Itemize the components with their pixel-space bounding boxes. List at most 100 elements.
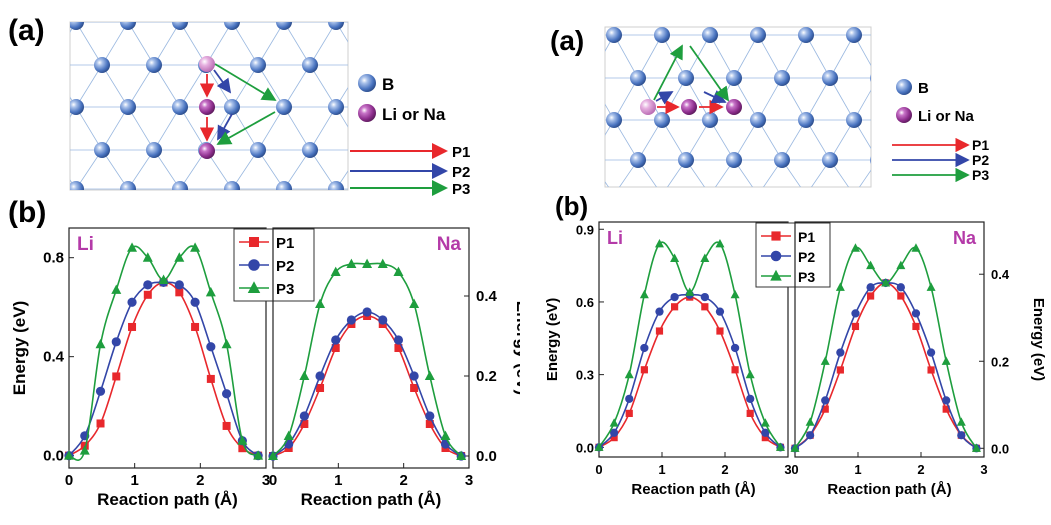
x-tick-label: 1 — [130, 472, 138, 489]
lattice-bond — [805, 77, 831, 121]
lattice-bond — [231, 64, 259, 108]
data-point — [96, 419, 105, 428]
x-tick-label: 0 — [269, 472, 277, 489]
path-legend-label: P2 — [452, 164, 470, 181]
element-label: Li — [607, 228, 623, 248]
boron-atom-icon — [16, 181, 32, 197]
path-arrow-icon — [213, 69, 232, 94]
data-point — [866, 283, 875, 292]
data-point — [609, 428, 619, 437]
path-legend-label: P1 — [972, 137, 989, 153]
figure-right-svg: (a) B Li or Na P1 P2 P3 (b) 0 1 2 3 0.0 0.3 0.… — [544, 25, 1047, 498]
data-point — [700, 292, 709, 302]
data-point — [315, 298, 326, 308]
y-tick-label: 0.0 — [43, 448, 64, 465]
atom-legend-label: B — [918, 80, 929, 97]
path-arrow-icon — [655, 91, 674, 105]
boron-atom-icon — [406, 57, 422, 73]
lattice-bond — [335, 22, 348, 43]
boron-atom-icon — [276, 99, 292, 115]
boron-atom-icon — [702, 112, 718, 128]
data-point — [205, 286, 216, 297]
lattice-bond — [805, 34, 831, 79]
lattice-bond — [637, 34, 663, 79]
data-point — [191, 322, 200, 331]
boron-atom-icon — [846, 27, 862, 43]
lattice-bond — [179, 106, 207, 151]
data-point — [190, 242, 201, 252]
data-point — [640, 343, 649, 353]
data-point — [745, 369, 755, 379]
x-tick-label: 0 — [791, 462, 798, 477]
data-point — [625, 394, 634, 403]
data-point — [316, 384, 325, 392]
data-point — [95, 386, 106, 396]
plot-frame — [794, 221, 985, 458]
data-point — [655, 327, 664, 335]
lattice-bond — [101, 106, 129, 151]
path-legend: P1 P2 P3 — [892, 137, 989, 183]
boron-atom-icon — [606, 27, 622, 43]
data-point — [222, 421, 231, 430]
data-point — [378, 315, 388, 325]
data-point — [112, 372, 121, 381]
lattice-bond — [309, 106, 337, 151]
boron-atom-icon — [120, 22, 136, 30]
lattice-bond — [283, 106, 311, 151]
legend-label: P2 — [276, 258, 294, 275]
data-point — [761, 428, 770, 437]
lattice-bond — [853, 34, 871, 67]
data-point — [440, 430, 451, 440]
boron-atom-icon — [276, 181, 292, 190]
lattice-bond — [153, 106, 181, 151]
lattice-bond — [853, 89, 871, 121]
boron-atom-icon — [630, 70, 646, 86]
path-arrow-icon — [653, 44, 683, 101]
panel-b-label: (b) — [555, 191, 588, 221]
data-point — [128, 322, 137, 331]
data-point — [221, 338, 232, 349]
data-point — [731, 366, 739, 374]
lattice-bond — [283, 64, 311, 108]
data-point — [249, 237, 259, 247]
data-point — [247, 281, 261, 293]
data-point — [299, 370, 310, 380]
boron-atom-icon — [172, 22, 188, 30]
boron-atom-icon — [654, 27, 670, 43]
data-point — [158, 274, 169, 284]
energy-plot-na: 0 1 2 30.0 0.2 0.4 Reaction path (Å) Energy (eV… — [268, 227, 532, 509]
plot-frame — [272, 227, 470, 469]
plot-frame — [598, 221, 789, 458]
lattice-bond — [309, 64, 337, 108]
data-point — [609, 418, 619, 427]
data-point — [625, 409, 633, 417]
data-point — [927, 366, 935, 374]
boron-atom-icon — [750, 187, 766, 203]
path-legend: P1 P2 P3 — [350, 143, 470, 198]
data-point — [685, 287, 695, 296]
data-point — [111, 337, 121, 347]
lattice-bond — [75, 106, 103, 151]
x-tick-label: 3 — [784, 462, 791, 477]
series-line — [794, 282, 977, 449]
boron-atom-icon — [606, 187, 622, 203]
y-tick-label: 0.4 — [991, 267, 1010, 282]
lattice-bond — [566, 160, 590, 195]
lattice-bond — [902, 160, 926, 195]
data-point — [377, 258, 388, 268]
data-point — [79, 445, 90, 455]
lattice-bond — [179, 64, 207, 108]
lattice-bond — [101, 22, 129, 66]
data-point — [127, 242, 138, 252]
data-point — [639, 289, 649, 299]
data-point — [761, 434, 769, 442]
boron-atom-icon — [302, 142, 318, 158]
data-point — [897, 292, 905, 300]
data-point — [142, 252, 153, 262]
data-point — [64, 450, 74, 460]
lattice-panel — [16, 21, 422, 197]
data-point — [790, 443, 800, 452]
lattice-bond — [859, 169, 871, 187]
boron-atom-icon — [654, 112, 670, 128]
atom-legend: B Li or Na — [896, 79, 974, 125]
